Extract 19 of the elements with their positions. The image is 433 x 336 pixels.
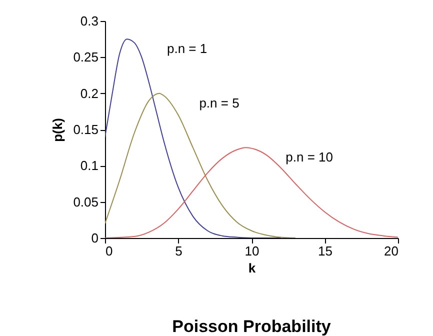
series-label: p.n = 10	[286, 150, 333, 165]
y-tick-label: 0.3	[80, 14, 98, 28]
x-tick-label: 10	[244, 244, 260, 258]
series-label: p.n = 5	[199, 95, 240, 110]
series-label: p.n = 1	[166, 41, 208, 56]
x-tick-label: 5	[175, 244, 182, 258]
y-tick-label: 0.2	[80, 86, 98, 101]
line-series	[105, 38, 282, 238]
x-tick-label: 20	[384, 244, 398, 258]
y-tick-label: 0.1	[80, 158, 98, 174]
y-tick-label: 0.25	[73, 50, 98, 65]
text: Poisson Probability	[172, 317, 332, 336]
y-tick-label: 0.05	[73, 194, 98, 210]
y-tick-label: 0	[91, 230, 98, 246]
x-tick-label: 15	[318, 244, 332, 258]
x-tick-label: 0	[106, 244, 113, 258]
x-axis-title: k	[248, 260, 256, 276]
y-tick-label: 0.15	[73, 122, 98, 137]
y-axis-title: p(k)	[50, 118, 66, 142]
